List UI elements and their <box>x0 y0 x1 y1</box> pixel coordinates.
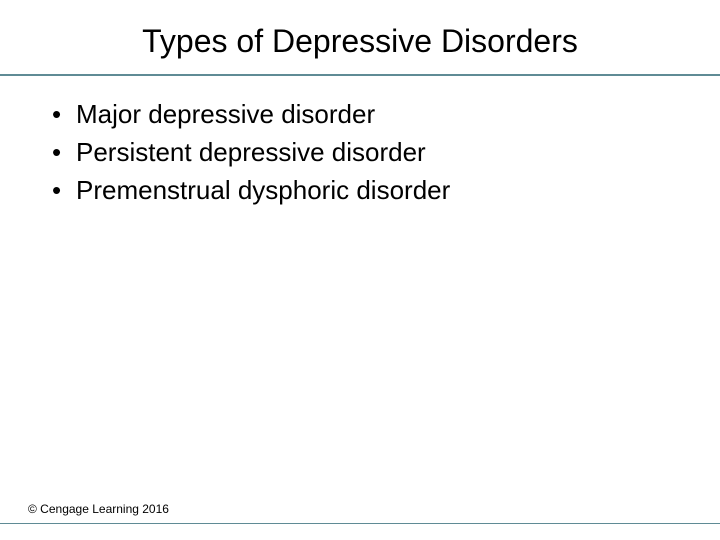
footer-divider <box>0 523 720 524</box>
bullet-list: Major depressive disorder Persistent dep… <box>48 96 680 209</box>
slide: Types of Depressive Disorders Major depr… <box>0 0 720 540</box>
title-area: Types of Depressive Disorders <box>0 0 720 74</box>
content-area: Major depressive disorder Persistent dep… <box>0 76 720 209</box>
slide-title: Types of Depressive Disorders <box>40 22 680 60</box>
copyright-text: © Cengage Learning 2016 <box>28 502 169 516</box>
bullet-item: Major depressive disorder <box>48 96 680 134</box>
bullet-item: Persistent depressive disorder <box>48 134 680 172</box>
bullet-item: Premenstrual dysphoric disorder <box>48 172 680 210</box>
